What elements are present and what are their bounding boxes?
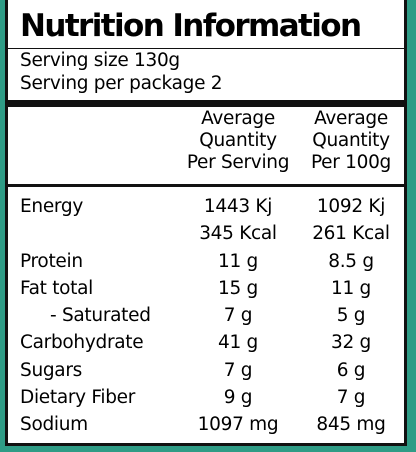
table-row: Sugars 7 g 6 g — [8, 357, 404, 384]
table-row: Protein 11 g 8.5 g — [8, 248, 404, 275]
column-header-line: Quantity — [199, 130, 277, 151]
per-serving-value: 11 g — [218, 251, 258, 272]
per-100g-value: 6 g — [336, 360, 366, 381]
column-header-line: Per 100g — [310, 152, 392, 173]
per-100g-value: 11 g — [331, 278, 371, 299]
column-header-line: Average — [314, 108, 388, 129]
per-100g-value: 8.5 g — [328, 251, 374, 272]
nutrient-label: Carbohydrate — [20, 332, 144, 353]
table-row: - Saturated 7 g 5 g — [8, 302, 404, 329]
table-row: Energy 1443 Kj 1092 Kj — [8, 193, 404, 220]
column-header-per-100g: Average Quantity Per 100g — [291, 108, 411, 174]
nutrition-panel: Nutrition Information Serving size 130g … — [5, 0, 407, 446]
nutrient-label: Energy — [20, 196, 83, 217]
column-header-line: Average — [201, 108, 275, 129]
per-serving-value: 15 g — [218, 278, 258, 299]
per-100g-value: 261 Kcal — [312, 223, 390, 244]
per-serving-value: 41 g — [218, 332, 258, 353]
per-100g-value: 845 mg — [316, 414, 386, 435]
servings-per-package: Serving per package 2 — [20, 73, 223, 94]
per-serving-value: 1097 mg — [197, 414, 279, 435]
table-row: Fat total 15 g 11 g — [8, 275, 404, 302]
per-100g-value: 1092 Kj — [316, 196, 386, 217]
table-row: Dietary Fiber 9 g 7 g — [8, 384, 404, 411]
per-serving-value: 7 g — [223, 305, 253, 326]
column-header-per-serving: Average Quantity Per Serving — [178, 108, 298, 174]
table-row: Sodium 1097 mg 845 mg — [8, 411, 404, 438]
per-100g-value: 5 g — [336, 305, 366, 326]
per-serving-value: 7 g — [223, 360, 253, 381]
table-row: 345 Kcal 261 Kcal — [8, 220, 404, 247]
per-serving-value: 1443 Kj — [203, 196, 273, 217]
nutrient-label: Fat total — [20, 278, 94, 299]
per-100g-value: 32 g — [331, 332, 371, 353]
column-header-line: Per Serving — [186, 152, 290, 173]
nutrient-label: Sugars — [20, 360, 82, 381]
nutrient-label: Protein — [20, 251, 83, 272]
serving-size: Serving size 130g — [20, 50, 180, 71]
table-body-rule — [8, 184, 404, 187]
title-rule — [8, 48, 404, 49]
per-serving-value: 9 g — [223, 387, 253, 408]
panel-title: Nutrition Information — [20, 8, 362, 44]
table-row: Carbohydrate 41 g 32 g — [8, 329, 404, 356]
nutrient-label: Dietary Fiber — [20, 387, 136, 408]
nutrient-label: Sodium — [20, 414, 88, 435]
per-100g-value: 7 g — [336, 387, 366, 408]
header-rule — [8, 100, 404, 107]
nutrient-label: - Saturated — [50, 305, 151, 326]
column-header-line: Quantity — [312, 130, 390, 151]
per-serving-value: 345 Kcal — [199, 223, 277, 244]
